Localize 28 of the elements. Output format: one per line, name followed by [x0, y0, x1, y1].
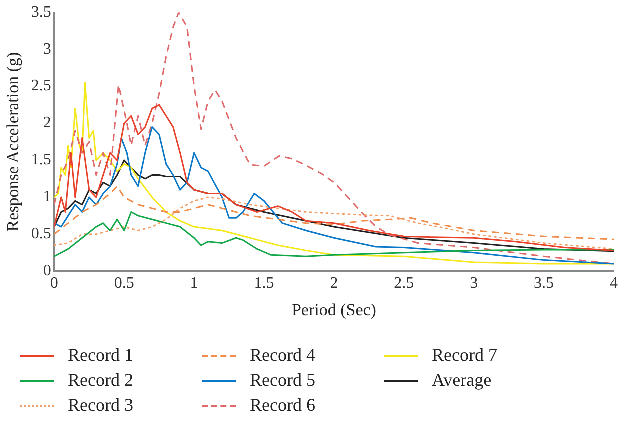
legend-label: Record 5	[250, 370, 316, 391]
legend-label: Record 3	[68, 395, 134, 416]
line-series	[54, 186, 614, 240]
legend-label: Record 6	[250, 395, 316, 416]
legend-label: Record 7	[432, 345, 498, 366]
x-tick-label: 3	[470, 275, 478, 292]
legend-label: Record 1	[68, 345, 134, 366]
y-tick-label: 1	[43, 188, 52, 206]
x-tick-label: 2.5	[394, 275, 414, 292]
y-axis-title: Response Acceleration (g)	[4, 52, 23, 232]
y-tick-label: 2.5	[31, 78, 52, 95]
x-tick-label: 4	[610, 275, 618, 292]
y-tick-label: 3.5	[31, 4, 52, 21]
x-axis-title: Period (Sec)	[292, 300, 376, 320]
legend-label: Record 2	[68, 370, 134, 391]
x-tick-label: 2	[330, 275, 338, 292]
legend-label: Average	[432, 370, 492, 391]
legend-label: Record 4	[250, 345, 316, 366]
x-tick-label: 1	[190, 275, 198, 292]
line-series	[54, 196, 614, 250]
y-tick-label: 0.5	[31, 226, 52, 243]
x-tick-label: 1.5	[254, 275, 274, 292]
x-tick-label: 3.5	[534, 275, 554, 292]
x-tick-label: 0.5	[114, 275, 134, 292]
y-tick-label: 1.5	[31, 152, 52, 169]
y-tick-label: 0	[43, 262, 52, 280]
y-tick-label: 3	[43, 40, 52, 58]
y-tick-label: 2	[43, 114, 52, 132]
